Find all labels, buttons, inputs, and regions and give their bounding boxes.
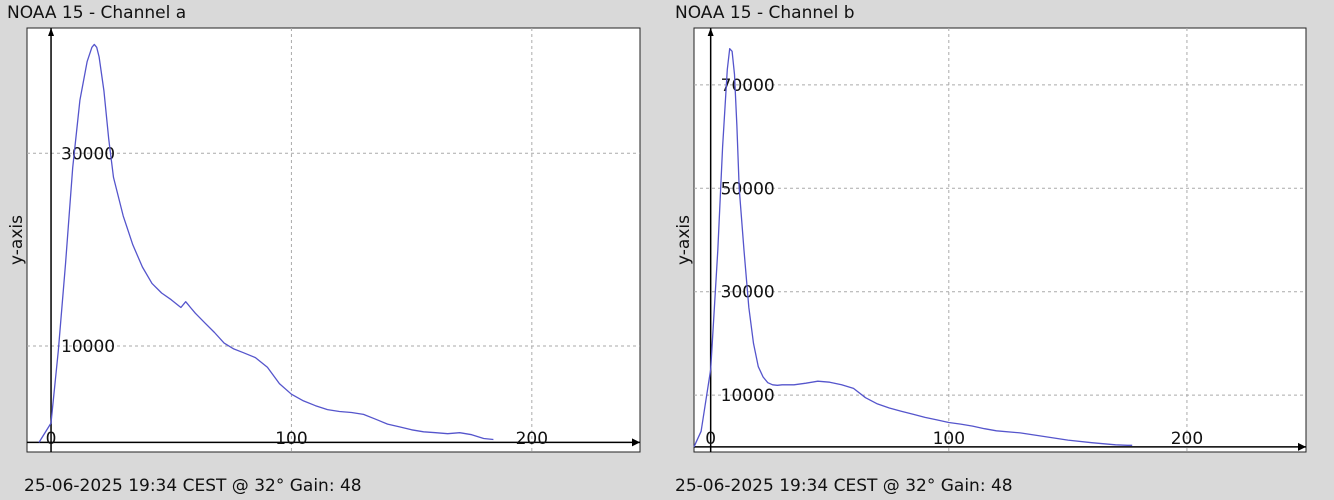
x-tick-label: 200 [516,429,548,449]
y-tick-label: 50000 [721,179,775,199]
plot-area [693,27,1307,453]
chart-panel-b: NOAA 15 - Channel b 0 100 200 10000 30000 500… [667,0,1334,500]
chart-title: NOAA 15 - Channel a [7,3,187,23]
y-axis-arrow [707,28,714,36]
y-axis-title: y-axis [7,215,27,265]
y-axis-title: y-axis [674,215,694,265]
chart-footer: 25-06-2025 19:34 CEST @ 32° Gain: 48 [24,476,362,496]
line-chart: 0 100 200 10000 30000 y-axis [7,27,641,453]
x-tick-label: 0 [46,429,57,449]
y-tick-label: 70000 [721,76,775,96]
y-axis-arrow [48,28,55,36]
x-tick-label: 100 [275,429,307,449]
chart-panel-a: NOAA 15 - Channel a 0 100 200 10000 30000 y-a… [7,3,641,496]
x-axis-arrow [632,438,640,447]
chart-footer: 25-06-2025 19:34 CEST @ 32° Gain: 48 [675,476,1013,496]
x-tick-label: 0 [705,429,716,449]
y-tick-label: 30000 [61,144,115,164]
chart-title: NOAA 15 - Channel b [675,3,855,23]
x-tick-label: 200 [1171,429,1203,449]
y-tick-label: 10000 [721,386,775,406]
plot-area [26,27,641,453]
series-line [693,48,1133,448]
series-line [38,43,494,443]
y-tick-label: 10000 [61,337,115,357]
x-tick-label: 100 [933,429,965,449]
x-axis-arrow [1298,442,1306,451]
